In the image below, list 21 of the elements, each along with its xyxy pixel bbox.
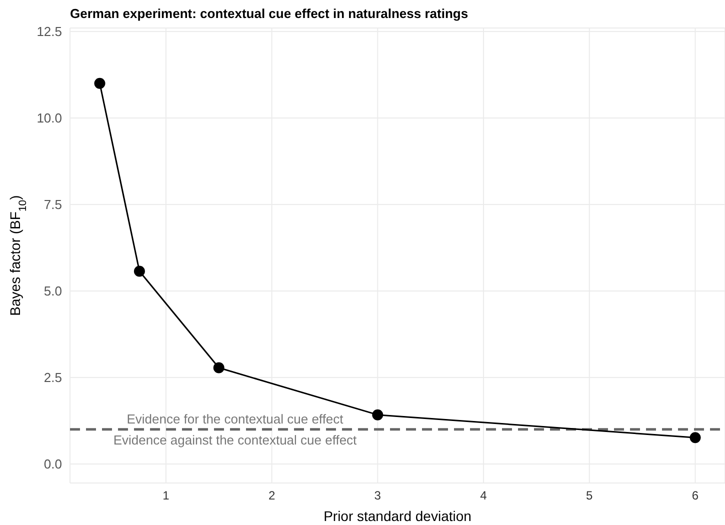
y-tick-label: 7.5 xyxy=(44,197,62,212)
x-tick-label: 5 xyxy=(586,488,594,503)
point xyxy=(213,362,224,374)
annotation: Evidence against the contextual cue effect xyxy=(113,432,358,448)
x-tick-label: 6 xyxy=(692,488,699,503)
x-tick-label: 3 xyxy=(374,488,382,503)
point xyxy=(690,432,701,444)
point xyxy=(94,78,106,89)
x-tick-label: 1 xyxy=(162,488,170,503)
y-tick-label: 0.0 xyxy=(44,456,62,472)
annotation: Evidence for the contextual cue effect xyxy=(126,411,344,426)
y-tick-label: 10.0 xyxy=(36,110,62,126)
x-tick-label: 2 xyxy=(268,488,276,503)
x-tick-label: 4 xyxy=(480,488,488,503)
point xyxy=(372,409,384,420)
point xyxy=(134,266,145,277)
y-tick-label: 2.5 xyxy=(44,370,62,386)
chart-title: German experiment: contextual cue effect in naturalness ratings xyxy=(70,6,468,21)
y-tick-label: 12.5 xyxy=(36,24,62,40)
y-tick-label: 5.0 xyxy=(44,284,62,299)
x-axis-title: Prior standard deviation xyxy=(324,508,472,524)
